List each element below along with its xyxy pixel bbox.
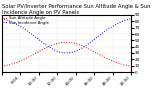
Sun Incidence Angle [65, 52, 67, 54]
Sun Incidence Angle [25, 29, 27, 30]
Sun Altitude Angle [8, 64, 10, 65]
Sun Incidence Angle [120, 21, 122, 23]
Sun Altitude Angle [1, 66, 3, 67]
Sun Altitude Angle [25, 58, 27, 59]
Sun Incidence Angle [35, 37, 37, 38]
Sun Altitude Angle [65, 42, 67, 43]
Line: Sun Incidence Angle: Sun Incidence Angle [2, 18, 131, 53]
Sun Incidence Angle [130, 18, 132, 19]
Sun Altitude Angle [124, 65, 126, 66]
Sun Altitude Angle [6, 65, 8, 66]
Sun Incidence Angle [1, 18, 3, 19]
Line: Sun Altitude Angle: Sun Altitude Angle [2, 42, 131, 66]
Sun Incidence Angle [6, 19, 8, 21]
Text: Solar PV/Inverter Performance Sun Altitude Angle & Sun Incidence Angle on PV Pan: Solar PV/Inverter Performance Sun Altitu… [2, 4, 150, 15]
Sun Altitude Angle [120, 63, 122, 64]
Legend: Sun Altitude Angle, Sun Incidence Angle: Sun Altitude Angle, Sun Incidence Angle [2, 16, 49, 25]
Sun Altitude Angle [130, 66, 132, 67]
Sun Incidence Angle [8, 20, 10, 22]
Sun Incidence Angle [124, 20, 126, 21]
Sun Altitude Angle [35, 52, 37, 54]
